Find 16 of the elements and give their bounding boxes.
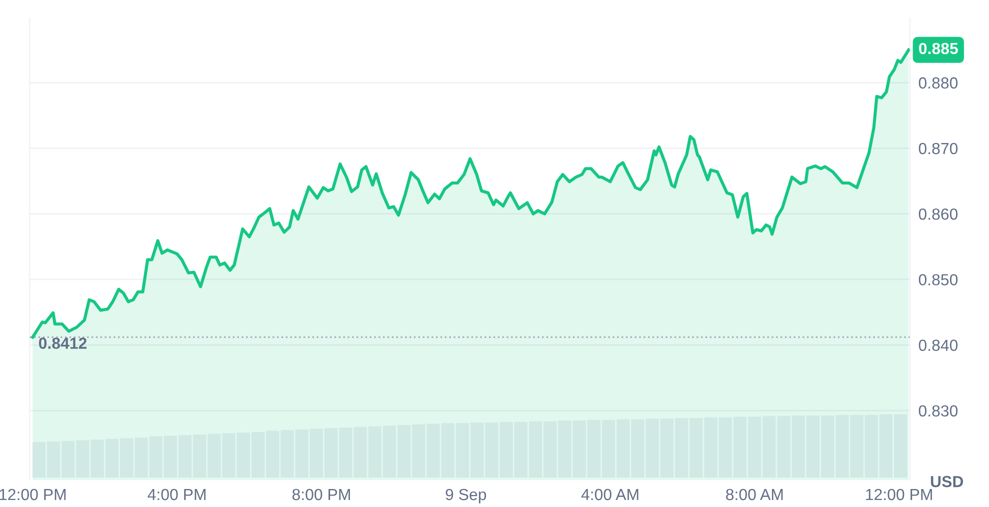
y-tick-label: 0.850 bbox=[918, 274, 958, 286]
y-tick-label: 0.830 bbox=[918, 405, 958, 417]
x-tick-label: 4:00 PM bbox=[148, 488, 206, 500]
x-tick-label: 9 Sep bbox=[446, 488, 486, 504]
x-tick-label: 12:00 PM bbox=[0, 488, 66, 500]
annotation: 0.885 bbox=[919, 42, 958, 54]
y-tick-label: 0.860 bbox=[918, 208, 958, 220]
y-tick-label: 0.880 bbox=[918, 77, 958, 89]
y-tick-label: 0.840 bbox=[918, 340, 958, 351]
x-tick-label: 8:00 PM bbox=[292, 488, 350, 500]
y-tick-label: 0.870 bbox=[918, 142, 958, 154]
x-tick-label: 12:00 PM bbox=[866, 488, 932, 500]
x-tick-label: 8:00 AM bbox=[726, 488, 783, 500]
x-tick-label: 4:00 AM bbox=[581, 488, 638, 500]
y-axis-title: USD bbox=[930, 476, 964, 488]
ref-line-label: 0.8412 bbox=[38, 338, 87, 349]
